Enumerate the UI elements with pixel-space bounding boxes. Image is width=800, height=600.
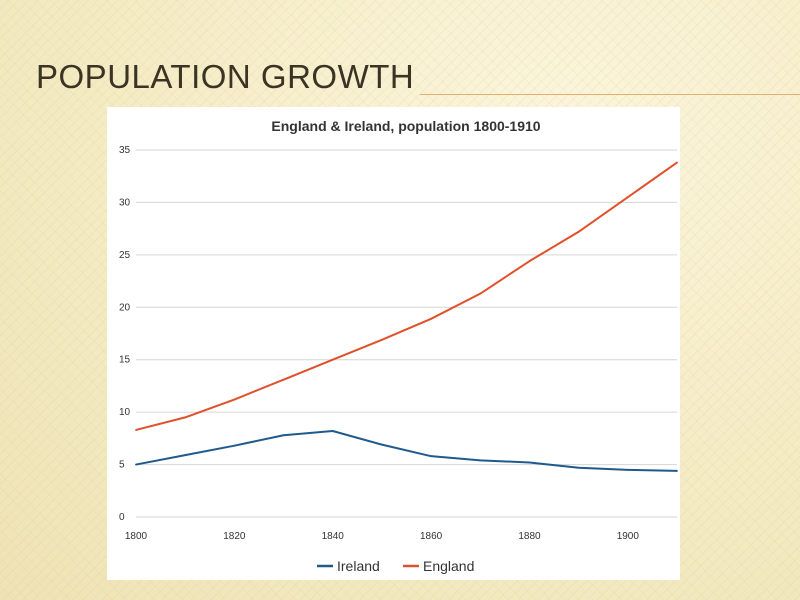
y-axis-ticks: 0 5 10 15 20 25 30 35 [119, 145, 131, 523]
data-point-england [430, 317, 432, 320]
y-tick-label: 30 [119, 197, 131, 208]
x-tick-label: 1880 [518, 531, 541, 542]
data-point-england [676, 161, 678, 164]
x-axis-ticks: 1800 1820 1840 1860 1880 1900 [125, 531, 640, 542]
data-point-ireland [233, 444, 236, 447]
y-tick-label: 10 [119, 407, 131, 418]
data-point-ireland [135, 463, 137, 466]
data-point-ireland [626, 468, 629, 471]
series-line-ireland [135, 430, 678, 472]
data-point-ireland [676, 469, 678, 472]
x-tick-label: 1800 [125, 531, 148, 542]
y-tick-label: 25 [119, 250, 131, 261]
slide-title: POPULATION GROWTH [36, 58, 415, 95]
x-tick-label: 1840 [322, 531, 345, 542]
data-point-england [528, 260, 531, 263]
title-divider [420, 94, 800, 95]
y-tick-label: 5 [119, 460, 125, 471]
x-tick-label: 1820 [223, 531, 246, 542]
series-lines [135, 161, 678, 472]
legend-label-ireland: Ireland [337, 558, 380, 574]
chart-panel: England & Ireland, population 1800-1910 … [107, 107, 680, 580]
data-point-england [626, 196, 629, 199]
y-tick-label: 15 [119, 355, 131, 366]
chart-title: England & Ireland, population 1800-1910 [271, 118, 540, 134]
data-point-england [331, 358, 334, 361]
population-line-chart: England & Ireland, population 1800-1910 … [119, 118, 678, 574]
x-tick-label: 1860 [420, 531, 443, 542]
data-point-ireland [577, 466, 580, 469]
data-point-england [135, 429, 137, 431]
data-point-england [233, 398, 236, 401]
data-point-ireland [528, 461, 531, 464]
data-point-ireland [381, 443, 383, 446]
data-point-ireland [479, 459, 482, 462]
y-tick-label: 20 [119, 302, 131, 313]
data-point-england [479, 292, 482, 295]
data-point-ireland [184, 454, 187, 457]
data-point-england [282, 378, 285, 381]
y-tick-label: 35 [119, 145, 131, 156]
data-point-ireland [331, 430, 334, 432]
x-tick-label: 1900 [617, 531, 640, 542]
chart-legend: Ireland England [317, 558, 474, 574]
legend-label-england: England [423, 558, 474, 574]
data-point-ireland [430, 455, 432, 458]
data-point-england [381, 338, 383, 341]
data-point-ireland [282, 434, 285, 437]
chart-grid [136, 149, 677, 518]
data-point-england [577, 230, 580, 233]
series-line-england [135, 161, 678, 431]
data-point-england [184, 416, 187, 419]
y-tick-label: 0 [119, 512, 125, 523]
